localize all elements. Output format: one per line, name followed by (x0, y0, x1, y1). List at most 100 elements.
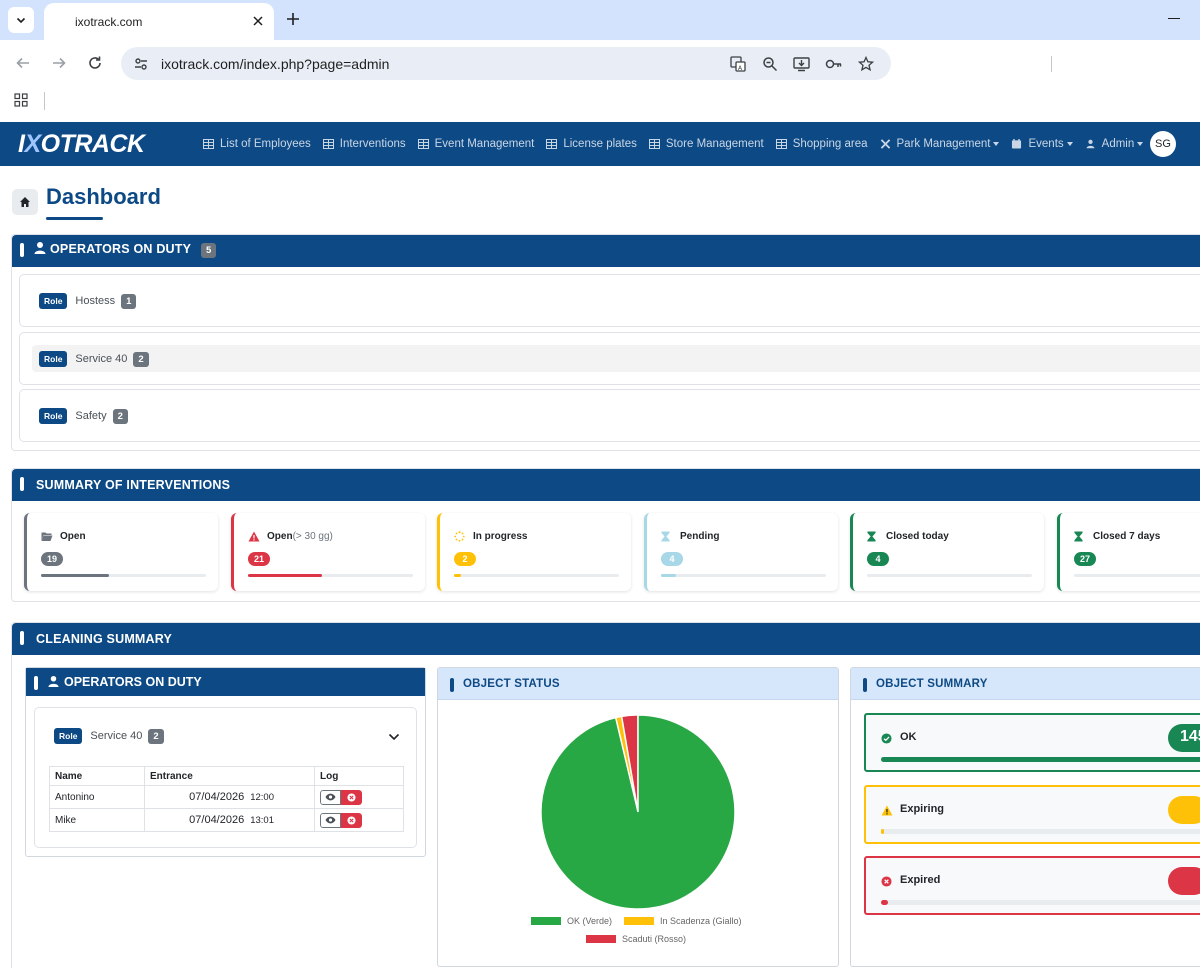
browser-tab[interactable]: ixotrack.com (44, 3, 274, 40)
arrow-left-icon (16, 57, 29, 69)
legend-item-expiring[interactable]: In Scadenza (Giallo) (624, 916, 742, 926)
nav-item-shopping-area[interactable]: Shopping area (775, 138, 868, 150)
section-title: OPERATORS ON DUTY (50, 242, 192, 256)
view-log-button[interactable] (320, 789, 341, 805)
col-log: Log (314, 766, 404, 786)
role-card[interactable]: Role Service 40 2 (19, 332, 1200, 385)
nav-menu: List of Employees Interventions Event Mana… (203, 122, 1155, 166)
minimize-button[interactable] (1168, 18, 1180, 19)
intervention-tile-0[interactable]: Open 19 (24, 513, 218, 591)
section-header: CLEANING SUMMARY (12, 623, 1200, 655)
warning-icon (248, 531, 260, 542)
back-button[interactable] (13, 53, 33, 73)
intervention-tile-5[interactable]: Closed 7 days 27 (1057, 513, 1200, 591)
nav-item-list-of-employees[interactable]: List of Employees (203, 138, 311, 150)
legend-label: Scaduti (Rosso) (622, 934, 687, 944)
hourglass-icon (867, 531, 878, 542)
operators-table: Name Entrance Log Antonino 07/04/2026 12:0… (49, 766, 404, 832)
entrance-date: 07/04/2026 (189, 791, 245, 803)
nav-item-event-management[interactable]: Event Management (417, 138, 534, 150)
title-underline (46, 217, 103, 220)
nav-item-interventions[interactable]: Interventions (322, 138, 406, 150)
count-badge: 1 (121, 293, 137, 309)
intervention-tile-1[interactable]: Open (> 30 gg) 21 (231, 513, 425, 591)
progress-track (1074, 574, 1200, 577)
cleaning-operators-card: OPERATORS ON DUTY Role Service 40 2 Name… (25, 667, 426, 857)
intervention-tile-4[interactable]: Closed today 4 (850, 513, 1044, 591)
x-circle-icon (347, 792, 356, 802)
user-icon (1085, 139, 1102, 149)
site-settings-icon[interactable] (133, 56, 149, 72)
legend-item-ok[interactable]: OK (Verde) (531, 916, 612, 926)
entrance-time: 12:00 (250, 792, 274, 803)
nav-item-label: Shopping area (792, 138, 868, 150)
nav-item-admin[interactable]: Admin (1085, 138, 1144, 150)
count-badge: 19 (41, 552, 64, 566)
user-icon (48, 676, 59, 687)
legend-item-expired[interactable]: Scaduti (Rosso) (586, 934, 686, 944)
intervention-tile-2[interactable]: In progress 2 (437, 513, 631, 591)
summary-count-pill: 145 (1168, 724, 1200, 752)
url-text[interactable]: ixotrack.com/index.php?page=admin (161, 56, 390, 72)
remove-log-button[interactable] (341, 812, 362, 828)
nav-item-label: Interventions (339, 138, 406, 150)
bookmarks-divider (44, 92, 45, 110)
install-app-icon[interactable] (793, 55, 811, 73)
table-row: Antonino 07/04/2026 12:00 (49, 785, 404, 809)
app-navbar: IXOTRACK List of Employees Interventions E… (0, 122, 1200, 166)
nav-item-license-plates[interactable]: License plates (546, 138, 637, 150)
nav-item-store-management[interactable]: Store Management (648, 138, 764, 150)
role-group: Role Service 40 2 Name Entrance Log Anto… (34, 707, 417, 848)
header-accent (20, 477, 24, 491)
chevron-down-icon[interactable] (388, 732, 400, 742)
col-entrance: Entrance (144, 766, 315, 786)
tab-list-button[interactable] (8, 7, 34, 33)
apps-grid-icon[interactable] (14, 93, 28, 107)
progress-track (248, 574, 413, 577)
entrance-cell: 07/04/2026 13:01 (144, 808, 315, 832)
card-title: OBJECT SUMMARY (876, 678, 988, 690)
intervention-tile-3[interactable]: Pending 4 (644, 513, 838, 591)
table-icon (203, 139, 220, 149)
entrance-cell: 07/04/2026 12:00 (144, 785, 315, 809)
key-icon[interactable] (825, 55, 843, 73)
role-card[interactable]: Role Hostess 1 (19, 274, 1200, 327)
pie-slice-ok[interactable] (540, 714, 736, 910)
translate-icon[interactable]: A (729, 55, 747, 73)
close-icon[interactable] (250, 13, 266, 29)
arrow-right-icon (53, 57, 66, 69)
browser-tab-bar: ixotrack.com (0, 0, 1200, 40)
table-icon (546, 139, 563, 149)
nav-item-park-management[interactable]: Park Management (880, 138, 1000, 150)
bookmarks-bar (0, 86, 1200, 116)
address-bar[interactable]: ixotrack.com/index.php?page=admin A (121, 47, 891, 80)
caret-down-icon (1137, 142, 1144, 146)
tile-label: Open (> 30 gg) (248, 531, 333, 542)
count-badge: 2 (148, 728, 164, 744)
zoom-icon[interactable] (761, 55, 779, 73)
calendar-icon (1011, 139, 1028, 149)
nav-item-events[interactable]: Events (1011, 138, 1073, 150)
hourglass-icon (1074, 531, 1085, 542)
summary-box-ok[interactable]: OK 145 (864, 713, 1200, 772)
tile-label: Closed 7 days (1074, 531, 1160, 542)
operators-on-duty-panel: OPERATORS ON DUTY 5 Role Hostess 1 Role Serv… (11, 234, 1200, 451)
view-log-button[interactable] (320, 812, 341, 828)
tile-label: Pending (661, 531, 719, 542)
avatar[interactable]: SG (1150, 131, 1176, 157)
role-card[interactable]: Role Safety 2 (19, 389, 1200, 442)
summary-count-pill (1168, 867, 1200, 895)
section-title: CLEANING SUMMARY (36, 632, 173, 646)
reload-button[interactable] (85, 53, 105, 73)
summary-box-expiring[interactable]: Expiring (864, 785, 1200, 844)
role-row[interactable]: Role Service 40 2 (54, 728, 164, 744)
brand-logo[interactable]: IXOTRACK (18, 130, 145, 158)
table-icon (322, 139, 340, 149)
tile-title: Pending (680, 531, 720, 542)
forward-button[interactable] (49, 53, 69, 73)
plus-icon[interactable] (284, 10, 302, 28)
home-button[interactable] (12, 189, 38, 215)
summary-box-expired[interactable]: Expired (864, 856, 1200, 915)
remove-log-button[interactable] (341, 789, 362, 805)
star-icon[interactable] (857, 55, 875, 73)
